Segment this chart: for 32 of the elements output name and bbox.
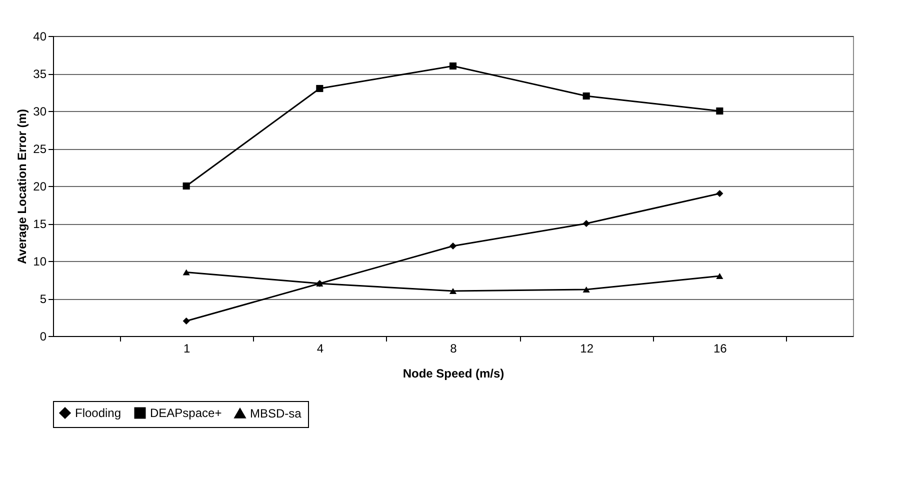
point	[716, 190, 724, 198]
y-tick-label: 30	[33, 104, 47, 118]
x-tick-label: 1	[183, 342, 190, 356]
point	[716, 107, 724, 115]
point	[182, 317, 190, 325]
y-tick-label: 0	[40, 330, 47, 344]
y-axis-title: Average Location Error (m)	[15, 109, 30, 264]
point	[582, 220, 590, 228]
y-tick-label: 5	[40, 292, 47, 306]
x-tick-label: 4	[316, 342, 324, 356]
legend-label: Flooding	[75, 406, 122, 420]
y-tick-label: 10	[33, 254, 47, 268]
legend-label: DEAPspace+	[150, 406, 222, 420]
point	[582, 286, 590, 293]
y-tick-label: 15	[33, 217, 47, 231]
point	[449, 62, 457, 70]
x-axis-title: Node Speed (m/s)	[402, 366, 504, 380]
y-tick-label: 40	[33, 30, 47, 44]
point	[582, 92, 590, 100]
x-tick-label: 16	[713, 342, 728, 356]
point	[716, 272, 724, 280]
y-tick-label: 35	[33, 67, 47, 81]
y-tick-label: 20	[33, 180, 47, 194]
point	[182, 269, 190, 276]
point	[316, 84, 324, 92]
legend-label: MBSD-sa	[250, 406, 302, 420]
point	[449, 242, 457, 250]
x-tick-label: 8	[450, 342, 458, 356]
point	[182, 182, 190, 190]
point	[449, 288, 457, 294]
x-tick-label: 12	[580, 342, 594, 356]
y-tick-label: 25	[33, 142, 47, 156]
